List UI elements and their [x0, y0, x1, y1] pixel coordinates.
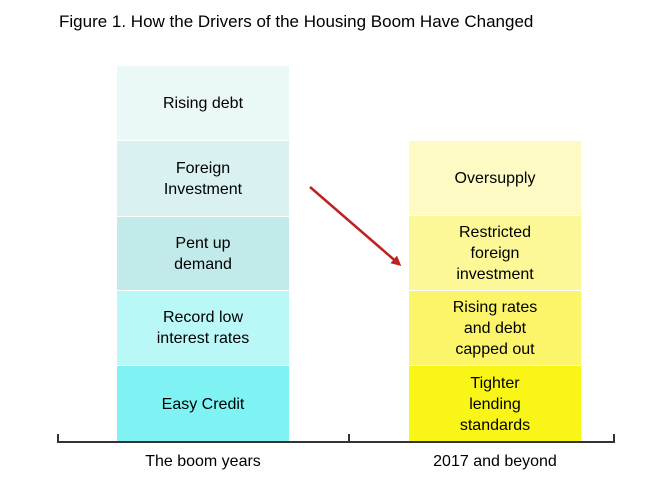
label-2017-and-beyond: 2017 and beyond	[433, 453, 557, 470]
block-pent-up-demand: Pent up demand	[117, 217, 289, 291]
block-tighter-lending: Tighter lending standards	[409, 366, 581, 442]
beyond-2017-column: Oversupply Restricted foreign investment…	[409, 141, 581, 442]
boom-years-column: Rising debt Foreign Investment Pent up d…	[117, 66, 289, 442]
label-boom-years: The boom years	[145, 453, 261, 470]
figure-title: Figure 1. How the Drivers of the Housing…	[59, 12, 534, 31]
block-rising-rates-capped: Rising rates and debt capped out	[409, 291, 581, 366]
block-restricted-foreign-investment: Restricted foreign investment	[409, 216, 581, 291]
axis-tick-middle	[348, 434, 350, 443]
block-easy-credit: Easy Credit	[117, 366, 289, 442]
axis-tick-left	[57, 434, 59, 443]
block-foreign-investment: Foreign Investment	[117, 141, 289, 217]
block-rising-debt: Rising debt	[117, 66, 289, 141]
x-axis-baseline	[57, 441, 615, 443]
block-oversupply: Oversupply	[409, 141, 581, 216]
axis-tick-right	[613, 434, 615, 443]
block-record-low-rates: Record low interest rates	[117, 291, 289, 366]
arrow-line	[309, 186, 402, 266]
